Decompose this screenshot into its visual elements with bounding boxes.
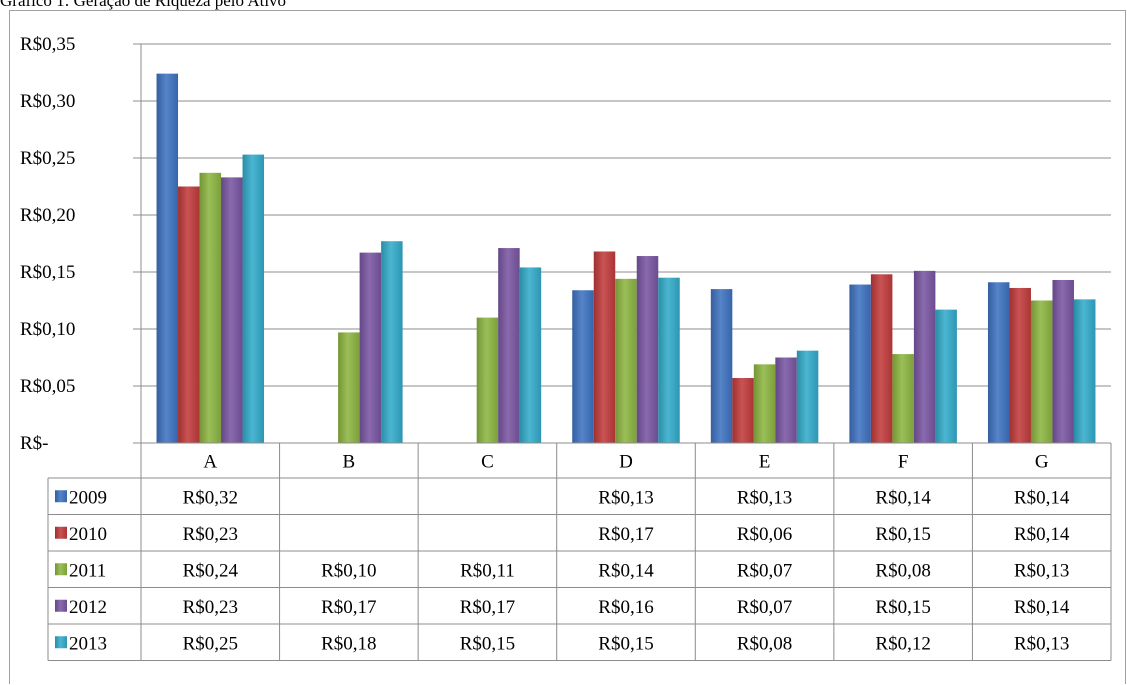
bar-2009-A xyxy=(156,73,179,443)
legend-label: 2012 xyxy=(69,597,107,618)
y-tick-label: R$0,15 xyxy=(20,262,75,283)
data-table: A B C D E F G 2009 R$0,32 R$0,13 R$0,13 R$0,14 R$0,1… xyxy=(47,442,1112,661)
legend-swatch-2013 xyxy=(55,636,67,649)
bar-2009-G xyxy=(987,282,1010,443)
category-label: G xyxy=(1035,452,1049,473)
legend-label: 2013 xyxy=(69,633,107,654)
category-label: B xyxy=(343,452,356,473)
y-tick-label: R$0,25 xyxy=(20,148,75,169)
data-label: R$0,15 xyxy=(875,597,930,618)
bar-2012-E xyxy=(775,357,797,443)
data-label: R$0,23 xyxy=(183,524,238,545)
category-label: C xyxy=(481,452,494,473)
data-label: R$0,14 xyxy=(1014,524,1070,545)
y-tick-label: R$0,30 xyxy=(20,91,75,112)
category-label: F xyxy=(898,452,909,473)
bar-2009-D xyxy=(572,290,594,443)
data-label: R$0,25 xyxy=(183,633,238,654)
data-label: R$0,15 xyxy=(460,633,515,654)
bar-2013-D xyxy=(658,277,680,443)
data-label: R$0,06 xyxy=(737,524,792,545)
data-label: R$0,14 xyxy=(875,487,931,508)
bar-2013-G xyxy=(1073,299,1096,443)
data-label: R$0,17 xyxy=(598,524,653,545)
bar-2012-D xyxy=(636,256,659,443)
data-label: R$0,17 xyxy=(460,597,515,618)
chart-caption: Gráfico 1: Geração de Riqueza pelo Ativo xyxy=(0,0,287,10)
bar-2013-F xyxy=(935,309,957,443)
data-label: R$0,08 xyxy=(875,560,930,581)
bar-2013-B xyxy=(381,241,403,443)
data-label: R$0,14 xyxy=(598,560,654,581)
category-label: E xyxy=(759,452,771,473)
data-label: R$0,08 xyxy=(737,633,792,654)
legend-swatch-2010 xyxy=(55,526,67,539)
bar-2010-A xyxy=(178,186,200,443)
legend-label: 2009 xyxy=(69,487,107,508)
legend-label: 2010 xyxy=(69,524,107,545)
y-tick-label: R$0,35 xyxy=(20,34,75,55)
y-axis-ticks: R$- R$0,05 R$0,10 R$0,15 R$0,20 R$0,25 R$0,30 R… xyxy=(20,34,75,454)
bar-2011-G xyxy=(1030,300,1053,443)
legend-swatch-2009 xyxy=(55,490,67,503)
legend-swatch-2012 xyxy=(55,599,67,612)
legend-swatch-2011 xyxy=(55,563,67,576)
y-tick-label: R$0,05 xyxy=(20,376,75,397)
bar-2011-A xyxy=(199,172,222,443)
bar-2013-E xyxy=(796,350,819,443)
bar-2013-C xyxy=(519,267,542,443)
category-label: A xyxy=(203,452,217,473)
bar-2010-F xyxy=(870,274,893,443)
bar-2012-A xyxy=(221,177,243,443)
data-label: R$0,24 xyxy=(183,560,239,581)
bar-2012-G xyxy=(1052,279,1074,443)
data-label: R$0,12 xyxy=(875,633,930,654)
data-label: R$0,13 xyxy=(598,487,653,508)
legend-label: 2011 xyxy=(69,560,106,581)
bar-2010-E xyxy=(732,378,754,443)
data-label: R$0,23 xyxy=(183,597,238,618)
data-label: R$0,10 xyxy=(321,560,376,581)
bar-2011-D xyxy=(615,278,637,443)
bar-2010-G xyxy=(1009,287,1031,443)
bar-2010-D xyxy=(593,251,616,443)
bar-2013-A xyxy=(242,154,265,443)
data-label: R$0,14 xyxy=(1014,597,1070,618)
bar-2012-F xyxy=(913,270,936,443)
data-label: R$0,13 xyxy=(1014,633,1069,654)
y-tick-label: R$0,10 xyxy=(20,319,75,340)
bar-2011-C xyxy=(476,317,499,443)
data-label: R$0,13 xyxy=(1014,560,1069,581)
data-label: R$0,13 xyxy=(737,487,792,508)
data-label: R$0,16 xyxy=(598,597,653,618)
bar-2011-E xyxy=(753,364,776,443)
data-label: R$0,11 xyxy=(460,560,515,581)
data-label: R$0,32 xyxy=(183,487,238,508)
bar-2011-F xyxy=(892,354,914,443)
bar-chart: R$- R$0,05 R$0,10 R$0,15 R$0,20 R$0,25 R$0,30 R… xyxy=(20,34,1112,661)
bar-2009-E xyxy=(710,289,733,443)
category-label: D xyxy=(619,452,633,473)
y-tick-label: R$- xyxy=(20,433,49,454)
bar-2012-C xyxy=(498,248,520,443)
bar-2012-B xyxy=(359,252,382,443)
data-label: R$0,07 xyxy=(737,597,792,618)
bars xyxy=(156,73,1096,443)
data-label: R$0,17 xyxy=(321,597,376,618)
data-label: R$0,15 xyxy=(875,524,930,545)
chart-frame: R$- R$0,05 R$0,10 R$0,15 R$0,20 R$0,25 R$0,30 R… xyxy=(9,10,1126,684)
data-label: R$0,18 xyxy=(321,633,376,654)
data-label: R$0,07 xyxy=(737,560,792,581)
bar-2011-B xyxy=(338,332,360,443)
data-label: R$0,15 xyxy=(598,633,653,654)
bar-2009-F xyxy=(849,284,871,443)
y-tick-label: R$0,20 xyxy=(20,205,75,226)
data-label: R$0,14 xyxy=(1014,487,1070,508)
